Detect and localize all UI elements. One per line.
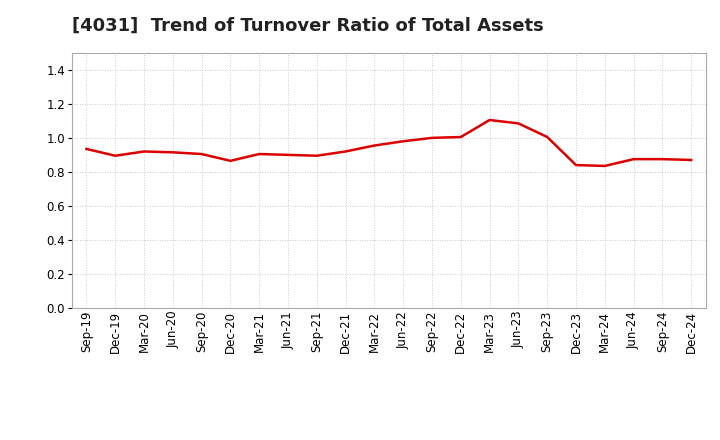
Text: [4031]  Trend of Turnover Ratio of Total Assets: [4031] Trend of Turnover Ratio of Total … (72, 17, 544, 35)
